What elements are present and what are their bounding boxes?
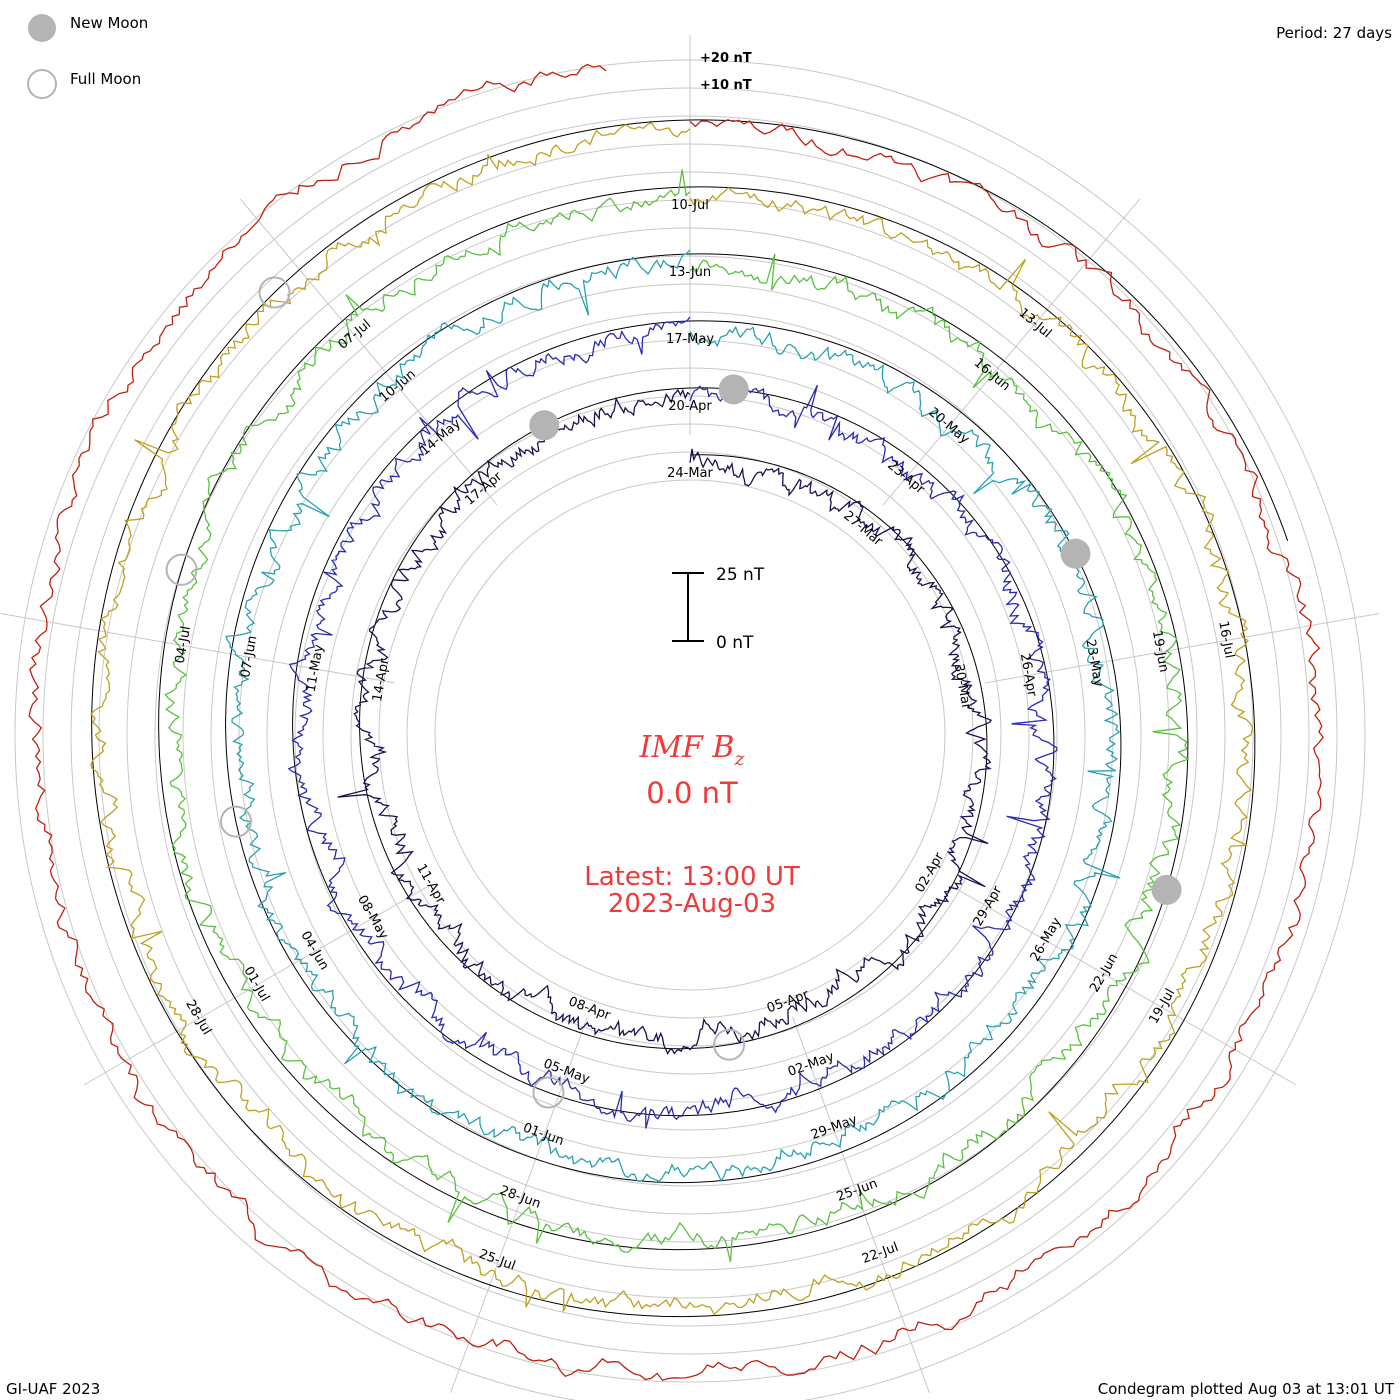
- grid-spoke: [792, 1016, 930, 1393]
- series-line-4: [90, 121, 1254, 1316]
- date-label: 26-Apr: [1017, 652, 1039, 698]
- date-label: 19-Jun: [1149, 629, 1171, 673]
- new-moon-legend-label: New Moon: [70, 14, 148, 32]
- grid-spoke: [239, 198, 498, 506]
- date-label: 16-Jul: [1215, 620, 1236, 660]
- grid-spoke: [450, 1016, 588, 1393]
- series-line-0: [337, 388, 993, 1056]
- new-moon-marker: [1151, 874, 1182, 905]
- new-moon-marker: [529, 410, 560, 441]
- full-moon-legend-label: Full Moon: [70, 70, 141, 88]
- imf-title-sub: z: [733, 748, 745, 770]
- current-value: 0.0 nT: [646, 776, 738, 810]
- plotted-label: Condegram plotted Aug 03 at 13:01 UT: [1098, 1380, 1395, 1398]
- zero-reference-spiral: [91, 119, 1289, 1318]
- date-label: 11-May: [304, 643, 327, 693]
- date-label: 22-Jul: [860, 1240, 901, 1267]
- plus20-label: +20 nT: [700, 51, 752, 66]
- imf-title: IMF Bz: [639, 730, 746, 770]
- date-label: 24-Mar: [667, 466, 713, 481]
- full-moon-marker: [219, 805, 252, 838]
- grid-layer: [0, 35, 1380, 1400]
- credit-label: GI-UAF 2023: [6, 1380, 100, 1398]
- new-moon-marker: [718, 374, 749, 405]
- scale-bottom-label: 0 nT: [716, 633, 754, 653]
- series-line-2: [225, 249, 1121, 1183]
- date-label: 28-Jul: [182, 997, 214, 1037]
- latest-time: Latest: 13:00 UT: [584, 862, 800, 892]
- date-label: 28-Jun: [498, 1183, 543, 1212]
- series-line-3: [164, 169, 1190, 1263]
- grid-spoke: [0, 612, 395, 684]
- series-line-latest: [28, 63, 1325, 1381]
- scale-bar: 25 nT 0 nT: [672, 565, 765, 653]
- new-moon-marker: [1060, 538, 1091, 569]
- period-label: Period: 27 days: [1276, 24, 1392, 42]
- date-label: 22-Jun: [1087, 951, 1121, 995]
- date-label: 29-May: [809, 1112, 860, 1143]
- series-line-1: [287, 316, 1058, 1129]
- date-label: 07-Jun: [238, 635, 260, 679]
- series-layer: [28, 63, 1325, 1381]
- date-label: 11-Apr: [413, 861, 448, 907]
- date-label: 10-Jul: [671, 198, 709, 213]
- full-moon-marker: [713, 1028, 746, 1061]
- moon-layer: [165, 276, 1182, 1109]
- date-label: 02-May: [786, 1049, 837, 1080]
- latest-date: 2023-Aug-03: [608, 889, 776, 919]
- full-moon-marker: [165, 553, 198, 586]
- date-label: 25-Jun: [835, 1176, 880, 1205]
- date-label: 14-Apr: [370, 657, 392, 703]
- plus10-label: +10 nT: [700, 78, 752, 93]
- full-moon-legend-icon: [27, 69, 57, 99]
- new-moon-legend-icon: [28, 14, 56, 42]
- grid-spoke: [949, 884, 1297, 1086]
- date-label: 02-Apr: [913, 850, 948, 896]
- grid-spoke: [882, 198, 1141, 506]
- date-label: 01-Jul: [240, 964, 272, 1004]
- date-label: 29-Apr: [971, 883, 1006, 929]
- date-label: 25-Jul: [477, 1247, 518, 1274]
- date-label: 23-May: [1082, 638, 1105, 688]
- full-moon-marker: [532, 1076, 565, 1109]
- date-label: 01-Jun: [521, 1120, 566, 1149]
- imf-title-main: IMF B: [639, 730, 735, 765]
- date-label: 05-May: [541, 1056, 592, 1087]
- date-label: 20-Apr: [668, 399, 712, 414]
- grid-ring: [434, 479, 946, 991]
- date-label: 16-Jun: [971, 355, 1013, 394]
- grid-spoke: [985, 612, 1380, 684]
- date-label: 17-May: [666, 332, 714, 347]
- date-label: 13-Jun: [669, 265, 711, 280]
- grid-spoke: [83, 884, 431, 1086]
- date-label: 04-Jul: [173, 625, 194, 665]
- scale-top-label: 25 nT: [716, 565, 765, 585]
- date-label: 30-Mar: [951, 663, 974, 711]
- date-label: 20-May: [926, 405, 973, 448]
- full-moon-marker: [258, 276, 291, 309]
